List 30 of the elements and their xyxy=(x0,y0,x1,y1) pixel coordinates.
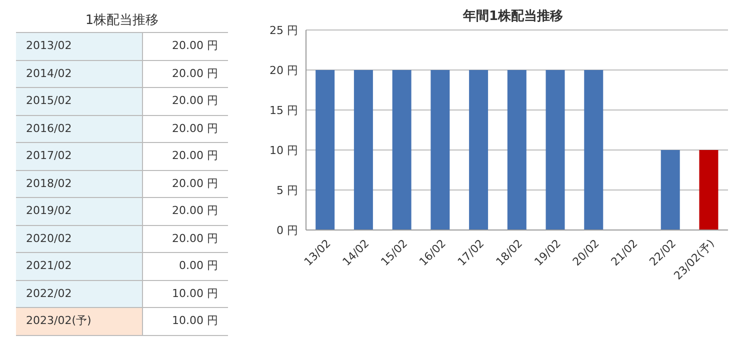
category-label: 2023/02(予) xyxy=(16,308,143,334)
category-label: 2015/02 xyxy=(16,88,143,114)
text: 10.00 円 xyxy=(172,314,218,327)
text: 0.00 円 xyxy=(179,259,218,272)
text: 1株配当推移 xyxy=(84,12,160,30)
text: 20.00 円 xyxy=(172,122,218,134)
text: 20.00 円 xyxy=(172,149,218,162)
category-label: 2022/02 xyxy=(16,280,143,307)
text: 20.00 円 xyxy=(172,232,218,244)
y-tick-label: 5 円 xyxy=(276,184,298,197)
text: 20.00 円 xyxy=(172,66,218,80)
category-label: 2021/02 xyxy=(16,253,143,280)
category-label: 2017/02 xyxy=(16,143,143,170)
chart-title: 年間1株配当推移 xyxy=(462,8,564,24)
y-tick-label: 0 円 xyxy=(276,224,298,237)
category-label: 2014/02 xyxy=(16,60,143,87)
text: 20.00 円 xyxy=(172,94,218,107)
y-tick-label: 10 円 xyxy=(270,144,298,157)
text: 10.00 円 xyxy=(172,286,218,300)
y-tick-label: 25 円 xyxy=(270,24,298,37)
text: 20.00 円 xyxy=(172,176,218,190)
y-tick-label: 15 円 xyxy=(270,104,298,117)
category-label: 2020/02 xyxy=(16,226,143,252)
category-label: 2013/02 xyxy=(16,33,143,60)
text: 20.00 円 xyxy=(172,204,218,217)
y-tick-label: 20 円 xyxy=(270,64,298,77)
category-label: 2018/02 xyxy=(16,170,143,197)
category-label: 2016/02 xyxy=(16,116,143,142)
category-label: 2019/02 xyxy=(16,198,143,224)
text: 20.00 円 xyxy=(172,39,218,52)
